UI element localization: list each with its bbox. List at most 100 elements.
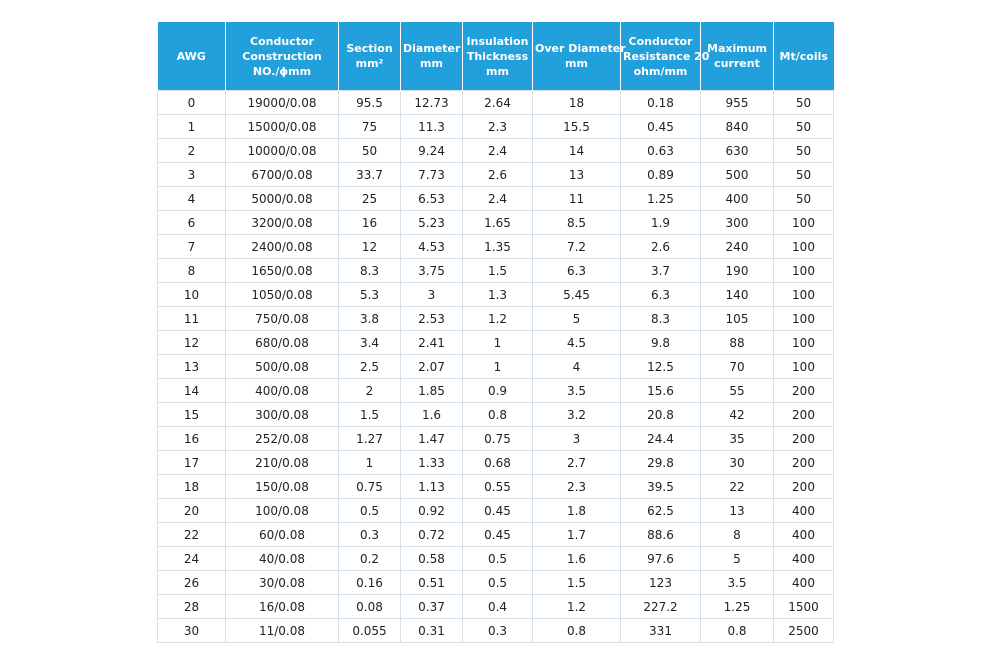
table-cell: 300 xyxy=(700,210,774,235)
table-cell: 500 xyxy=(700,162,774,187)
table-cell: 0.45 xyxy=(620,114,701,139)
header-line: Maximum xyxy=(707,42,767,55)
table-cell: 2 xyxy=(338,378,401,403)
table-cell: 3.7 xyxy=(620,258,701,283)
table-cell: 1.13 xyxy=(400,474,463,499)
header-line: NO./ϕmm xyxy=(252,64,312,78)
table-cell: 17 xyxy=(157,450,226,475)
table-cell: 15.5 xyxy=(532,114,621,139)
table-cell: 88 xyxy=(700,330,774,355)
table-cell: 1 xyxy=(462,330,533,355)
table-cell: 13 xyxy=(532,162,621,187)
table-cell: 2.4 xyxy=(462,138,533,163)
header-line: Construction xyxy=(242,49,322,63)
table-cell: 8.5 xyxy=(532,210,621,235)
header-line: mm xyxy=(565,57,588,70)
table-cell: 210/0.08 xyxy=(225,450,339,475)
table-cell: 0.18 xyxy=(620,90,701,115)
table-cell: 100 xyxy=(773,234,834,259)
table-cell: 0.3 xyxy=(338,522,401,547)
table-cell: 7.73 xyxy=(400,162,463,187)
table-cell: 0.8 xyxy=(532,618,621,643)
table-cell: 331 xyxy=(620,618,701,643)
table-cell: 1.2 xyxy=(462,306,533,331)
table-cell: 100 xyxy=(773,306,834,331)
table-cell: 1 xyxy=(338,450,401,475)
table-cell: 1.3 xyxy=(462,282,533,307)
table-cell: 400 xyxy=(773,546,834,571)
table-cell: 3.75 xyxy=(400,258,463,283)
table-cell: 252/0.08 xyxy=(225,426,339,451)
table-cell: 840 xyxy=(700,114,774,139)
table-cell: 8 xyxy=(157,258,226,283)
table-cell: 16 xyxy=(338,210,401,235)
table-cell: 750/0.08 xyxy=(225,306,339,331)
header-line: Section xyxy=(346,42,393,55)
header-line: Diameter xyxy=(403,42,461,55)
table-cell: 0.68 xyxy=(462,450,533,475)
table-cell: 400 xyxy=(700,186,774,211)
table-cell: 1.2 xyxy=(532,594,621,619)
table-cell: 0.55 xyxy=(462,474,533,499)
table-cell: 0.45 xyxy=(462,522,533,547)
table-cell: 24.4 xyxy=(620,426,701,451)
table-cell: 18 xyxy=(532,90,621,115)
table-cell: 25 xyxy=(338,186,401,211)
table-cell: 62.5 xyxy=(620,498,701,523)
table-cell: 4.53 xyxy=(400,234,463,259)
table-cell: 2.3 xyxy=(532,474,621,499)
table-cell: 100 xyxy=(773,330,834,355)
table-row: 12 680/0.08 3.4 2.41 1 4.5 9.8 88 100 xyxy=(157,330,834,355)
header-cell: Section mm² xyxy=(338,22,401,91)
header-line: mm xyxy=(486,64,509,78)
table-cell: 10 xyxy=(157,282,226,307)
table-cell: 10000/0.08 xyxy=(225,138,339,163)
table-cell: 0.63 xyxy=(620,138,701,163)
table-body: 0 19000/0.08 95.5 12.73 2.64 18 0.18 955 50 1 1500… xyxy=(157,90,834,643)
table-cell: 1.7 xyxy=(532,522,621,547)
table-cell: 18 xyxy=(157,474,226,499)
header-cell: Mt/coils xyxy=(773,22,834,91)
table-cell: 200 xyxy=(773,402,834,427)
table-cell: 7 xyxy=(157,234,226,259)
header-line: Over Diameter xyxy=(535,42,626,55)
table-container: AWG Conductor Construction NO./ϕmm Section mm… xyxy=(157,22,834,643)
table-cell: 8 xyxy=(700,522,774,547)
table-cell: 630 xyxy=(700,138,774,163)
table-cell: 0.8 xyxy=(462,402,533,427)
table-cell: 3.5 xyxy=(700,570,774,595)
table-row: 18 150/0.08 0.75 1.13 0.55 2.3 39.5 22 200 xyxy=(157,474,834,499)
table-cell: 3.4 xyxy=(338,330,401,355)
table-cell: 12 xyxy=(157,330,226,355)
table-row: 30 11/0.08 0.055 0.31 0.3 0.8 331 0.8 2500 xyxy=(157,618,834,643)
header-cell: AWG xyxy=(157,22,226,91)
table-cell: 5.45 xyxy=(532,282,621,307)
table-cell: 3 xyxy=(400,282,463,307)
table-cell: 1.35 xyxy=(462,234,533,259)
table-cell: 400 xyxy=(773,570,834,595)
table-cell: 200 xyxy=(773,378,834,403)
table-cell: 0.75 xyxy=(462,426,533,451)
table-cell: 60/0.08 xyxy=(225,522,339,547)
table-cell: 16/0.08 xyxy=(225,594,339,619)
table-cell: 2 xyxy=(157,138,226,163)
table-cell: 6700/0.08 xyxy=(225,162,339,187)
table-cell: 100 xyxy=(773,354,834,379)
table-cell: 0.16 xyxy=(338,570,401,595)
table-cell: 88.6 xyxy=(620,522,701,547)
table-cell: 100 xyxy=(773,282,834,307)
table-row: 11 750/0.08 3.8 2.53 1.2 5 8.3 105 100 xyxy=(157,306,834,331)
table-head: AWG Conductor Construction NO./ϕmm Section mm… xyxy=(157,22,834,91)
table-cell: 200 xyxy=(773,474,834,499)
spec-table: AWG Conductor Construction NO./ϕmm Section mm… xyxy=(157,22,834,643)
table-cell: 0.2 xyxy=(338,546,401,571)
table-row: 28 16/0.08 0.08 0.37 0.4 1.2 227.2 1.25 1500 xyxy=(157,594,834,619)
header-cell: Insulation Thickness mm xyxy=(462,22,533,91)
table-cell: 30 xyxy=(700,450,774,475)
table-cell: 100 xyxy=(773,210,834,235)
table-cell: 2.6 xyxy=(620,234,701,259)
table-cell: 0.37 xyxy=(400,594,463,619)
table-cell: 33.7 xyxy=(338,162,401,187)
table-cell: 30 xyxy=(157,618,226,643)
table-cell: 11 xyxy=(532,186,621,211)
